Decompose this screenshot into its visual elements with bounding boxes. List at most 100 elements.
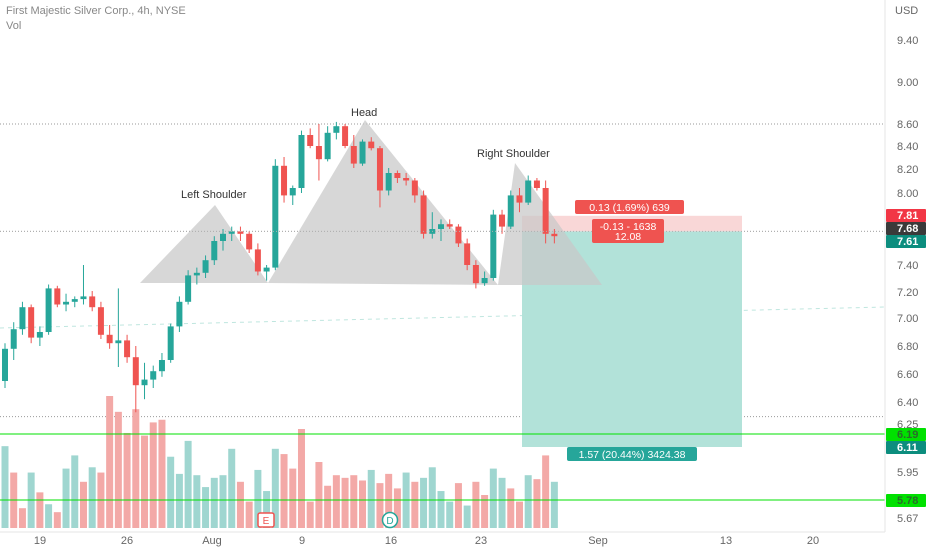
volume-bar bbox=[62, 468, 70, 528]
time-tick-label: 26 bbox=[121, 535, 133, 547]
price-tick-label: 9.40 bbox=[897, 35, 918, 47]
volume-bar bbox=[53, 512, 61, 528]
candle-body bbox=[350, 146, 357, 164]
candle-body bbox=[394, 173, 401, 178]
candle-body bbox=[89, 296, 96, 308]
currency-label: USD bbox=[895, 5, 918, 17]
volume-bar bbox=[228, 448, 236, 528]
current-label-box bbox=[592, 219, 664, 243]
candle-body bbox=[490, 214, 497, 278]
volume-bar bbox=[193, 475, 201, 528]
candle-body bbox=[115, 340, 122, 344]
volume-bar bbox=[263, 491, 271, 528]
candle-body bbox=[176, 301, 183, 327]
candle-body bbox=[333, 126, 340, 133]
chart-title: First Majestic Silver Corp., 4h, NYSE bbox=[6, 5, 186, 17]
volume-bar bbox=[18, 508, 26, 528]
candle-body bbox=[45, 288, 52, 332]
candle-body bbox=[158, 360, 165, 372]
volume-bar bbox=[271, 448, 279, 528]
price-badge-label: 6.11 bbox=[897, 442, 918, 454]
volume-bar bbox=[542, 455, 550, 528]
candle-body bbox=[281, 165, 288, 196]
volume-bar bbox=[175, 473, 183, 528]
pattern-triangle bbox=[498, 163, 602, 285]
candle-body bbox=[289, 188, 296, 196]
volume-bar bbox=[367, 469, 375, 528]
volume-bar bbox=[507, 488, 515, 528]
stop-label: 0.13 (1.69%) 639 bbox=[589, 202, 670, 214]
candle-body bbox=[507, 195, 514, 227]
volume-bar bbox=[533, 479, 541, 528]
volume-bar bbox=[515, 501, 523, 528]
volume-bar bbox=[332, 475, 340, 528]
price-badge-label: 5.78 bbox=[897, 495, 918, 507]
candle-body bbox=[359, 141, 366, 164]
volume-bar bbox=[236, 481, 244, 528]
volume-bar bbox=[210, 477, 218, 528]
candle-body bbox=[307, 135, 314, 146]
pattern-triangle bbox=[268, 120, 498, 285]
candle-body bbox=[193, 272, 200, 276]
price-tick-label: 6.80 bbox=[897, 341, 918, 353]
candle-body bbox=[342, 126, 349, 146]
price-badge bbox=[886, 222, 926, 235]
candle-body bbox=[472, 265, 479, 284]
volume-bar bbox=[167, 456, 175, 528]
volume-bar bbox=[550, 481, 558, 528]
candle-body bbox=[455, 226, 462, 244]
candle-body bbox=[228, 231, 235, 234]
volume-bar bbox=[481, 495, 489, 528]
volume-bar bbox=[446, 501, 454, 528]
price-tick-label: 8.60 bbox=[897, 119, 918, 131]
price-badge bbox=[886, 494, 926, 507]
volume-bar bbox=[219, 475, 227, 528]
volume-bar bbox=[306, 501, 314, 528]
price-badge-label: 6.19 bbox=[897, 429, 918, 441]
candle-body bbox=[272, 165, 279, 268]
volume-bar bbox=[315, 462, 323, 528]
volume-bar bbox=[79, 481, 87, 528]
time-tick-label: 19 bbox=[34, 535, 46, 547]
time-tick-label: Sep bbox=[588, 535, 608, 547]
volume-bar bbox=[411, 481, 419, 528]
price-tick-label: 8.00 bbox=[897, 188, 918, 200]
volume-bar bbox=[184, 440, 192, 528]
volume-bar bbox=[420, 477, 428, 528]
volume-bar bbox=[472, 481, 480, 528]
volume-bar bbox=[393, 488, 401, 528]
price-tick-label: 9.00 bbox=[897, 77, 918, 89]
volume-bar bbox=[45, 504, 53, 528]
price-tick-label: 7.40 bbox=[897, 260, 918, 272]
candle-body bbox=[438, 224, 444, 229]
volume-label: Vol bbox=[6, 20, 22, 32]
candle-body bbox=[150, 371, 157, 380]
event-marker-label: E bbox=[263, 516, 270, 527]
time-tick-label: 13 bbox=[720, 535, 732, 547]
price-badge bbox=[886, 428, 926, 441]
volume-bar bbox=[385, 473, 393, 528]
price-tick-label: 5.67 bbox=[897, 513, 918, 525]
candle-body bbox=[516, 195, 523, 203]
time-tick-label: Aug bbox=[202, 535, 222, 547]
volume-bar bbox=[245, 501, 253, 528]
pattern-label: Right Shoulder bbox=[477, 148, 550, 160]
candle-body bbox=[403, 178, 410, 181]
volume-bar bbox=[114, 411, 122, 528]
time-tick-label: 23 bbox=[475, 535, 487, 547]
volume-bar bbox=[463, 505, 471, 528]
volume-bar bbox=[1, 446, 9, 528]
price-badge bbox=[886, 441, 926, 454]
candle-body bbox=[298, 135, 305, 188]
candle-body bbox=[220, 233, 226, 241]
event-marker-label: D bbox=[386, 516, 393, 527]
volume-bar bbox=[202, 487, 210, 528]
volume-bar bbox=[376, 483, 384, 528]
price-tick-label: 8.40 bbox=[897, 141, 918, 153]
candle-body bbox=[54, 288, 61, 305]
volume-bar bbox=[36, 492, 44, 528]
candle-body bbox=[63, 301, 70, 305]
candle-body bbox=[2, 348, 8, 381]
price-badge bbox=[886, 235, 926, 248]
